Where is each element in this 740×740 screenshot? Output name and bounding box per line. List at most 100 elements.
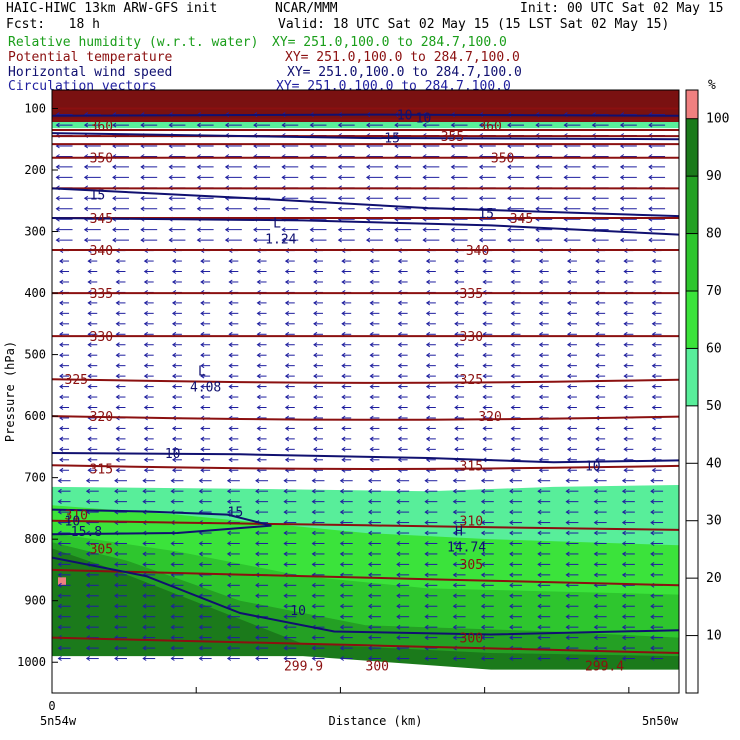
circulation-vector-head [397, 269, 402, 274]
circulation-vector-head [422, 227, 427, 233]
circulation-vector-head [424, 520, 429, 526]
circulation-vector-head [83, 164, 89, 170]
field-rh-xy: XY= 251.0,100.0 to 284.7,100.0 [272, 35, 507, 50]
circulation-vector-head [143, 394, 148, 400]
circulation-vector-head [59, 363, 64, 369]
circulation-vector-head [648, 195, 653, 201]
circulation-vector-head [140, 227, 145, 233]
circulation-vector-head [397, 457, 402, 463]
circulation-vector-head [397, 321, 402, 327]
circulation-vector-head [143, 363, 148, 369]
wind-speed-label: 10 [585, 459, 601, 474]
circulation-vector-head [510, 310, 515, 316]
circulation-vector-head [424, 551, 429, 557]
circulation-vector-head [59, 321, 64, 327]
circulation-vector-head [337, 237, 342, 243]
circulation-vector-head [623, 436, 628, 442]
circulation-vector-head [482, 363, 487, 369]
circulation-vector-head [595, 394, 600, 400]
circulation-vector-head [341, 279, 346, 285]
circulation-vector-head [143, 467, 148, 473]
circulation-vector-head [538, 269, 543, 274]
circulation-vector-head [621, 488, 627, 494]
circulation-vector-head [200, 405, 205, 410]
circulation-vector-head [595, 300, 600, 306]
circulation-vector-head [397, 363, 402, 369]
circulation-vector-head [537, 520, 542, 526]
circulation-vector-head [283, 488, 288, 494]
circulation-vector-head [397, 405, 402, 410]
circulation-vector-head [256, 373, 261, 379]
circulation-vector-head [369, 342, 374, 348]
circulation-vector-head [566, 436, 572, 442]
circulation-vector-head [510, 373, 515, 379]
circulation-vector-head [228, 425, 233, 431]
colorbar-tick-label: 40 [706, 456, 722, 471]
circulation-vector-head [198, 478, 203, 484]
circulation-vector-head [565, 488, 570, 494]
circulation-vector-head [452, 551, 457, 557]
circulation-vector-head [85, 499, 91, 505]
circulation-vector-head [115, 436, 120, 442]
theta-label: 360 [478, 120, 501, 135]
circulation-vector-head [114, 561, 119, 567]
circulation-vector-head [283, 551, 288, 557]
circulation-vector-head [171, 446, 177, 452]
circulation-vector-head [255, 624, 260, 630]
circulation-vector-head [226, 561, 232, 567]
circulation-vector-head [510, 352, 515, 358]
circulation-vector-head [478, 195, 484, 201]
circulation-vector-head [454, 269, 459, 274]
circulation-vector-head [256, 457, 261, 463]
theta-label: 320 [90, 410, 113, 425]
circulation-vector-head [168, 164, 173, 170]
circulation-vector-head [621, 551, 627, 557]
circulation-vector-head [311, 551, 316, 557]
circulation-vector-head [226, 509, 232, 515]
circulation-vector-head [339, 656, 344, 661]
circulation-vector-head [648, 122, 653, 128]
circulation-vector-head [454, 342, 459, 348]
circulation-vector-head [283, 635, 288, 641]
circulation-vector-head [57, 499, 62, 505]
circulation-vector-head [537, 509, 542, 515]
circulation-vector-head [311, 614, 316, 620]
circulation-vector-head [228, 436, 233, 442]
circulation-vector-head [367, 478, 373, 484]
circulation-vector-head [623, 258, 628, 264]
circulation-vector-head [595, 310, 600, 316]
circulation-vector-head [425, 352, 431, 358]
theta-label: 315 [460, 459, 483, 474]
circulation-vector-head [425, 269, 431, 274]
theta-label: 360 [90, 120, 113, 135]
y-tick-label: 900 [24, 594, 46, 608]
circulation-vector-head [228, 457, 233, 463]
circulation-vector-head [114, 656, 119, 661]
circulation-vector-head [510, 405, 515, 410]
circulation-vector-head [621, 645, 627, 651]
wind-speed-label: 10 [290, 604, 306, 619]
circulation-vector-head [367, 624, 373, 630]
circulation-vector-head [650, 520, 655, 526]
circulation-vector-head [450, 164, 455, 170]
circulation-vector-head [311, 561, 316, 567]
circulation-vector-head [425, 321, 431, 327]
circulation-vector-head [171, 300, 177, 306]
circulation-vector-head [341, 425, 346, 431]
circulation-vector-head [591, 237, 596, 243]
circulation-vector-head [87, 352, 92, 358]
circulation-vector-head [256, 300, 261, 306]
circulation-vector-head [396, 509, 401, 515]
circulation-vector-head [59, 384, 64, 390]
circulation-vector-head [478, 164, 484, 170]
circulation-vector-head [256, 425, 261, 431]
circulation-vector-head [397, 436, 402, 442]
circulation-vector-head [593, 499, 598, 505]
wind-speed-label: 15 [384, 131, 400, 146]
circulation-vector-head [650, 561, 655, 567]
circulation-vector-head [228, 394, 233, 400]
circulation-vector-head [538, 467, 543, 473]
circulation-vector-head [337, 174, 342, 180]
colorbar-tick-label: 90 [706, 169, 722, 184]
circulation-vector-head [621, 593, 627, 599]
